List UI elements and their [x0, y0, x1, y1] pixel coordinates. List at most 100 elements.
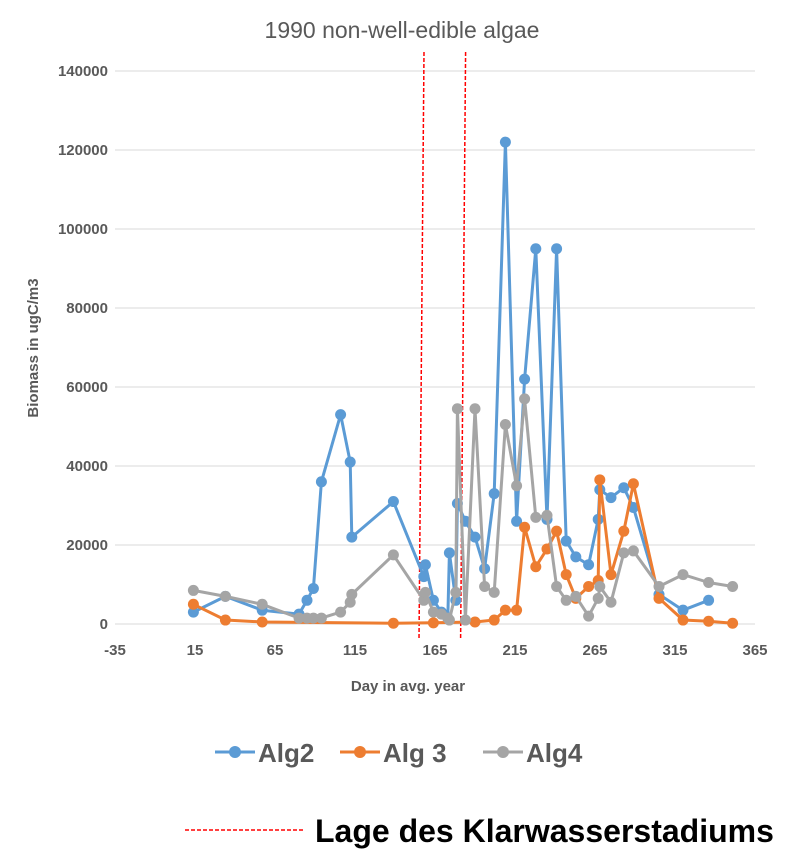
series-group: [187, 136, 739, 629]
x-tick-label: 365: [742, 642, 767, 659]
data-point: [703, 594, 715, 606]
reference-note: Lage des Klarwasserstadiums: [185, 813, 774, 849]
data-point: [703, 577, 715, 589]
x-tick-label: 215: [502, 642, 527, 659]
x-tick-label: 65: [267, 642, 284, 659]
x-tick-label: 15: [187, 642, 204, 659]
data-point: [583, 559, 595, 571]
y-tick-label: 0: [100, 616, 108, 633]
data-point: [511, 480, 523, 492]
data-point: [450, 586, 462, 598]
data-point: [419, 586, 431, 598]
data-point: [551, 525, 563, 537]
data-point: [519, 521, 531, 533]
data-point: [653, 592, 665, 604]
data-point: [618, 525, 630, 537]
data-point: [256, 616, 268, 628]
data-point: [427, 617, 439, 629]
data-point: [187, 598, 199, 610]
data-point: [605, 569, 617, 581]
data-point: [727, 617, 739, 629]
x-tick-labels: -35 15 65 115 165 215 265 315 365: [104, 642, 767, 659]
data-point: [219, 614, 231, 626]
data-point: [703, 615, 715, 627]
data-point: [335, 606, 347, 618]
data-point: [307, 612, 319, 624]
y-axis-label: Biomass in ugC/m3: [25, 278, 42, 417]
data-point: [459, 614, 471, 626]
series-2: [187, 474, 739, 629]
legend-swatch-marker: [229, 746, 241, 758]
data-point: [419, 559, 431, 571]
reference-line: [459, 51, 467, 641]
data-point: [583, 580, 595, 592]
data-point: [530, 243, 542, 255]
data-point: [677, 614, 689, 626]
data-point: [594, 474, 606, 486]
data-point: [653, 580, 665, 592]
data-point: [605, 492, 617, 504]
y-tick-label: 40000: [66, 458, 108, 475]
legend-label: Alg4: [526, 738, 583, 768]
y-tick-label: 140000: [58, 63, 108, 80]
data-point: [187, 606, 199, 618]
data-point: [727, 580, 739, 592]
data-point: [677, 604, 689, 616]
reference-note-label: Lage des Klarwasserstadiums: [315, 813, 774, 849]
y-tick-label: 20000: [66, 537, 108, 554]
x-tick-label: 115: [343, 642, 367, 659]
data-point: [469, 531, 481, 543]
data-point: [346, 588, 358, 600]
data-point: [570, 551, 582, 563]
data-point: [570, 590, 582, 602]
data-point: [315, 476, 327, 488]
data-point: [469, 403, 481, 415]
data-point: [418, 571, 430, 583]
data-point: [677, 569, 689, 581]
x-axis-label: Day in avg. year: [351, 678, 465, 695]
data-point: [293, 612, 305, 624]
data-point: [627, 478, 639, 490]
legend-item: Alg4: [483, 738, 583, 768]
x-tick-label: 165: [422, 642, 447, 659]
legend-item: Alg2: [215, 738, 314, 768]
data-point: [499, 136, 511, 148]
data-point: [551, 580, 563, 592]
data-point: [605, 596, 617, 608]
data-point: [560, 594, 572, 606]
data-point: [256, 598, 268, 610]
y-tick-label: 60000: [66, 379, 108, 396]
data-point: [618, 482, 630, 494]
data-point: [387, 549, 399, 561]
data-point: [479, 580, 491, 592]
data-point: [488, 614, 500, 626]
data-point: [443, 614, 455, 626]
data-point: [583, 610, 595, 622]
data-point: [315, 612, 327, 624]
data-point: [511, 515, 523, 527]
legend-item: Alg 3: [340, 738, 447, 768]
data-point: [387, 496, 399, 508]
data-point: [219, 590, 231, 602]
legend: Alg2 Alg 3 Alg4: [215, 738, 583, 768]
gridlines: [115, 70, 755, 625]
data-point: [511, 604, 523, 616]
data-point: [594, 580, 606, 592]
x-tick-label: 315: [662, 642, 687, 659]
legend-swatch-marker: [354, 746, 366, 758]
y-tick-label: 120000: [58, 142, 108, 159]
data-point: [335, 409, 347, 421]
data-point: [519, 393, 531, 405]
legend-label: Alg 3: [383, 738, 447, 768]
data-point: [488, 488, 500, 500]
x-tick-label: 265: [582, 642, 607, 659]
reference-lines: [418, 51, 467, 641]
data-point: [530, 511, 542, 523]
data-point: [187, 584, 199, 596]
data-point: [469, 616, 481, 628]
data-point: [592, 592, 604, 604]
data-point: [387, 617, 399, 629]
data-point: [443, 547, 455, 559]
chart-title: 1990 non-well-edible algae: [265, 17, 540, 43]
